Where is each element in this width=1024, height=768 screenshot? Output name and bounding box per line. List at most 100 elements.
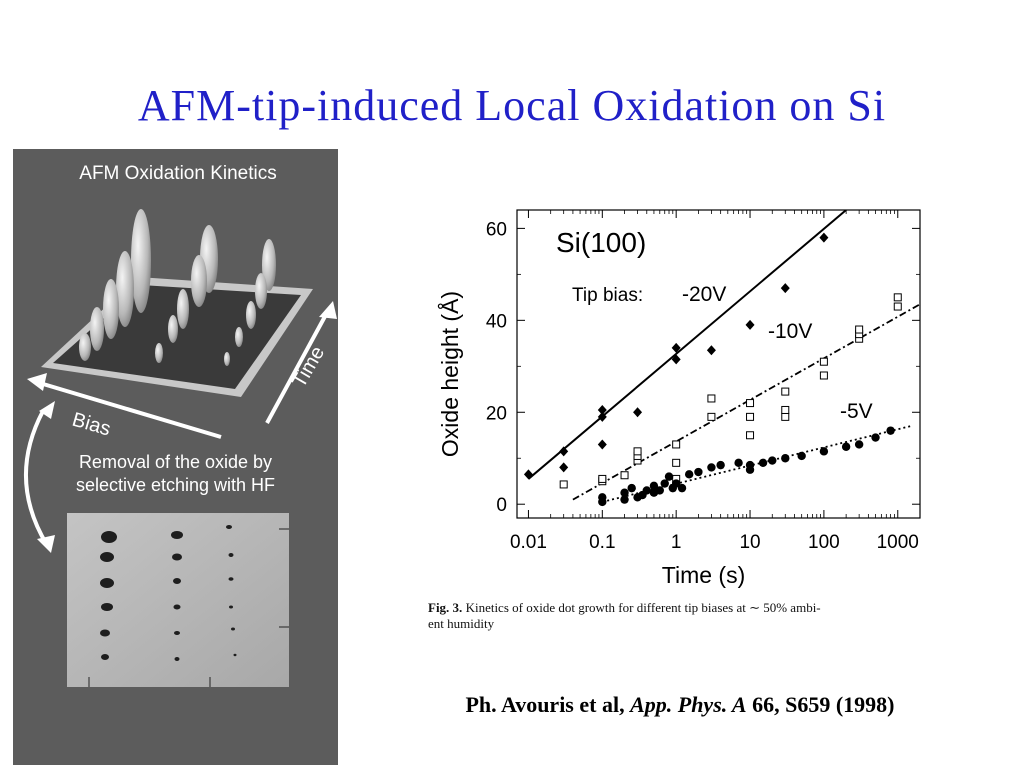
data-point [745, 319, 755, 330]
bias-arrow [32, 379, 222, 439]
data-point [642, 486, 651, 495]
data-point [893, 302, 902, 311]
oxide-peaks [79, 209, 276, 366]
data-point [559, 480, 568, 489]
citation-rest: 66, S659 (1998) [746, 692, 895, 717]
data-point [886, 426, 895, 435]
curved-arrow [23, 410, 49, 547]
data-point [746, 399, 755, 408]
y-tick-label: 0 [496, 495, 507, 516]
data-point [781, 387, 790, 396]
data-point [664, 472, 674, 481]
data-point [627, 483, 636, 493]
data-point [684, 470, 694, 479]
removal-line1: Removal of the oxide by [78, 452, 273, 472]
afm-kinetics-title: AFM Oxidation Kinetics [79, 163, 277, 184]
data-point [671, 479, 681, 488]
data-point [671, 342, 681, 353]
series-label: -5V [840, 400, 873, 423]
data-point [597, 404, 607, 415]
caption-line2: ent humidity [428, 616, 495, 631]
data-point [855, 325, 864, 334]
removal-line2: selective etching with HF [75, 475, 276, 495]
data-point [706, 345, 716, 356]
oxide-kinetics-chart: 0.01 0.1 1 10 100 1000 0 20 40 60 Time (s) Oxide he… [420, 200, 940, 600]
data-point [633, 407, 643, 418]
data-point [620, 488, 629, 497]
data-point [781, 405, 790, 414]
data-point [819, 371, 828, 380]
x-tick-label: 10 [739, 532, 760, 553]
x-tick-label: 0.1 [589, 532, 615, 553]
data-point [707, 394, 716, 403]
y-tick-label: 40 [486, 311, 507, 332]
y-tick-label: 20 [486, 403, 507, 424]
x-tick-label: 100 [808, 532, 840, 553]
data-point [768, 456, 777, 465]
data-point [780, 283, 790, 294]
y-axis-label: Oxide height (Å) [436, 291, 463, 457]
removal-text: Removal of the oxide by selective etchin… [13, 451, 338, 497]
data-point [819, 447, 829, 456]
citation-authors: Ph. Avouris et al, [465, 692, 631, 717]
data-point [559, 446, 569, 457]
caption-line1: Kinetics of oxide dot growth for differe… [462, 600, 821, 615]
data-point [758, 458, 768, 468]
data-point [819, 232, 829, 243]
series-label: -20V [682, 283, 726, 306]
chart-svg: 0.01 0.1 1 10 100 1000 0 20 40 60 Time (s) Oxide he… [436, 209, 921, 588]
chart-title: Si(100) [556, 227, 646, 258]
data-point [671, 354, 681, 365]
data-point [716, 460, 725, 470]
data-point [781, 454, 790, 463]
etched-surface-image [67, 513, 289, 687]
afm-3d-image: Bias Time [23, 209, 337, 687]
data-point [734, 458, 743, 468]
citation-journal: App. Phys. A [630, 692, 747, 717]
data-point [620, 495, 629, 504]
series-label: -10V [768, 320, 812, 343]
data-point [597, 439, 607, 450]
caption-label: Fig. 3. [428, 600, 463, 615]
slide-title: AFM-tip-induced Local Oxidation on Si [137, 81, 887, 130]
time-label: Time [288, 343, 329, 392]
citation: Ph. Avouris et al, App. Phys. A 66, S659… [300, 692, 1024, 718]
data-point [746, 412, 755, 421]
data-point [597, 411, 607, 422]
data-point [620, 471, 629, 480]
data-point [781, 412, 790, 421]
bias-label: Bias [70, 409, 113, 441]
data-point [746, 431, 755, 440]
data-point [707, 412, 716, 421]
data-point [655, 486, 664, 495]
data-point [598, 493, 607, 502]
data-point [677, 483, 687, 493]
time-arrow [265, 308, 331, 424]
data-point [559, 462, 569, 473]
data-point [660, 479, 669, 488]
legend-label: Tip bias: [572, 285, 643, 306]
data-point [598, 474, 607, 483]
fit-line--20V [527, 210, 847, 480]
data-point [797, 451, 806, 461]
x-tick-label: 1000 [877, 532, 919, 553]
data-point [871, 433, 880, 442]
data-point [841, 442, 851, 451]
data-point [672, 440, 681, 449]
data-point [819, 357, 828, 366]
plot-frame [516, 209, 921, 519]
data-point [707, 463, 716, 472]
data-point [854, 440, 864, 449]
data-point [672, 458, 681, 467]
y-tick-label: 60 [486, 219, 507, 240]
x-tick-label: 1 [671, 532, 682, 553]
data-point [649, 481, 659, 491]
data-point [523, 469, 533, 480]
data-point [745, 460, 755, 470]
data-point [633, 447, 642, 456]
data-point [694, 467, 703, 477]
data-point [893, 293, 902, 302]
x-tick-label: 0.01 [510, 532, 547, 553]
figure-caption: Fig. 3. Kinetics of oxide dot growth for… [428, 600, 928, 632]
etched-pits [100, 525, 237, 661]
